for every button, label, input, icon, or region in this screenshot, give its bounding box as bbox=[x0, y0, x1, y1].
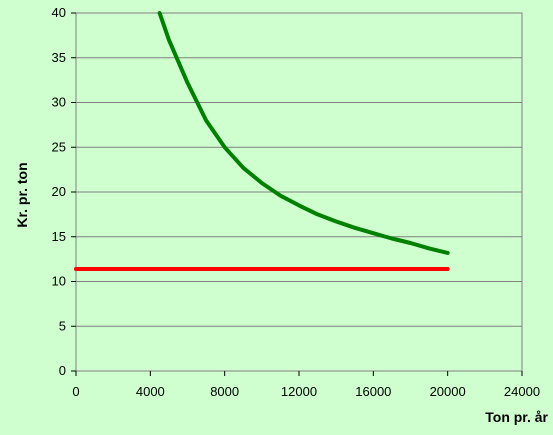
tick-layer: 0 5 10 15 20 25 30 35 40 0 4000 8000 12000 16000 20000… bbox=[52, 5, 541, 399]
y-tick-label: 35 bbox=[52, 50, 66, 65]
y-tick-label: 20 bbox=[52, 184, 66, 199]
y-tick-label: 25 bbox=[52, 139, 66, 154]
y-tick-label: 0 bbox=[59, 363, 66, 378]
x-tick-label: 4000 bbox=[136, 384, 165, 399]
x-tick-label: 0 bbox=[72, 384, 79, 399]
y-tick-label: 5 bbox=[59, 318, 66, 333]
y-tick-label: 30 bbox=[52, 95, 66, 110]
x-tick-label: 16000 bbox=[355, 384, 391, 399]
y-axis-title: Kr. pr. ton bbox=[14, 162, 30, 227]
x-tick-label: 24000 bbox=[504, 384, 540, 399]
x-tick-label: 8000 bbox=[210, 384, 239, 399]
x-axis-title: Ton pr. år bbox=[485, 409, 548, 425]
y-tick-label: 10 bbox=[52, 274, 66, 289]
x-tick-label: 20000 bbox=[430, 384, 466, 399]
x-tick-label: 12000 bbox=[281, 384, 317, 399]
series-line-1 bbox=[157, 11, 450, 255]
series-layer bbox=[74, 11, 450, 271]
y-tick-label: 40 bbox=[52, 5, 66, 20]
y-tick-label: 15 bbox=[52, 229, 66, 244]
gridlines bbox=[76, 57, 522, 327]
